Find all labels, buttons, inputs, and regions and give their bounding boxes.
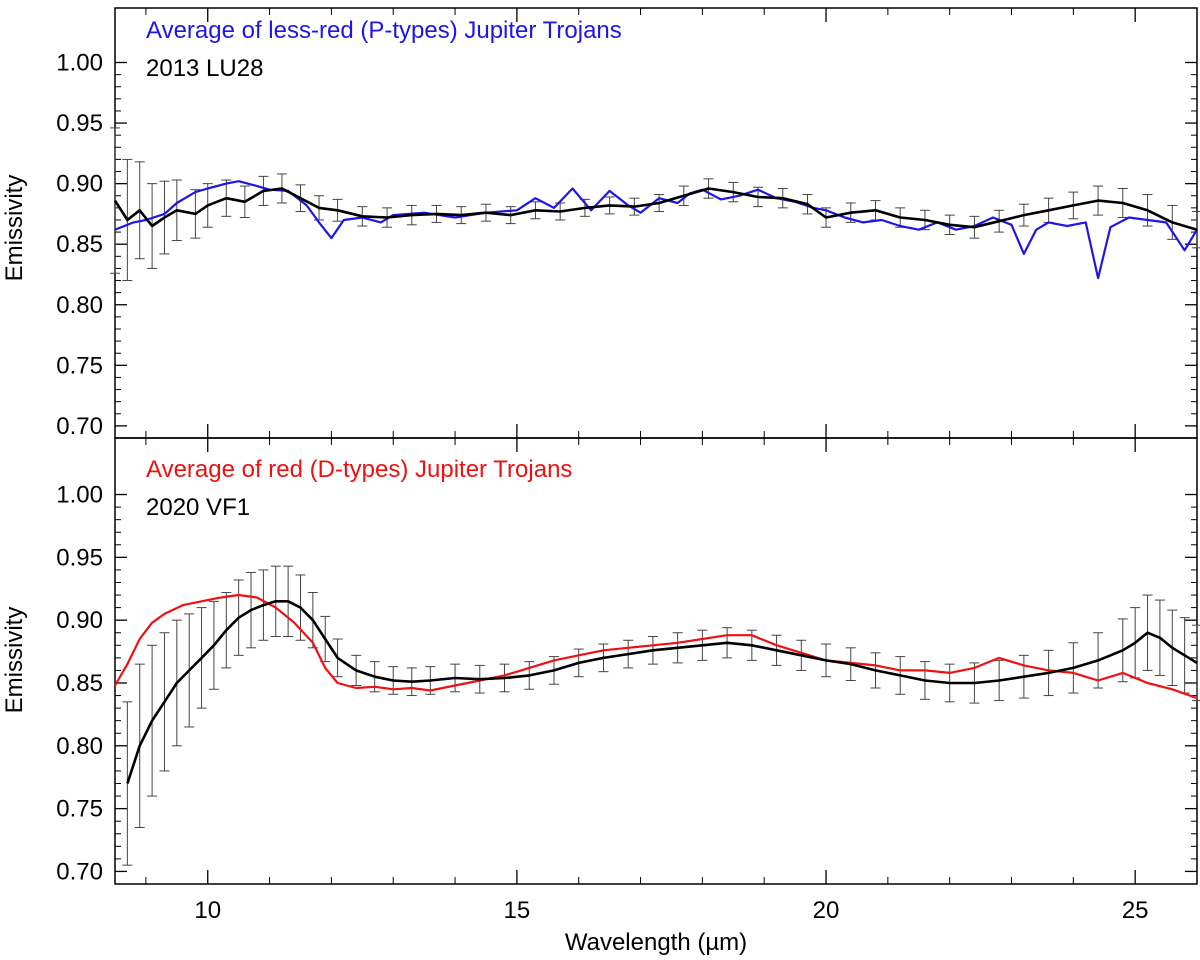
panel-top-legend-blue: Average of less-red (P-types) Jupiter Tr… [146,17,622,44]
panel-top-legend-target: 2013 LU28 [146,55,263,82]
panel-top-x-axis [145,8,1198,438]
y-tick-label: 0.80 [56,733,103,760]
y-tick-label: 0.70 [56,858,103,885]
panel-top-ylabel: Emissivity [1,175,28,282]
series-target-spectrum-line [113,187,1198,231]
panel-bottom-x-axis: 10 15 20 25 [145,438,1198,924]
panel-bottom-errorbars [122,565,1200,866]
panel-bottom-legend-target: 2020 VF1 [146,494,250,521]
y-tick-label: 1.00 [56,482,103,509]
y-tick-label: 0.85 [56,670,103,697]
series-d-type-average-line [114,593,1198,700]
panel-bottom: Emissivity Average of red (D-types) Jupi… [1,437,1200,924]
y-tick-label: 0.85 [56,231,103,258]
panel-bottom-frame [114,437,1198,885]
panel-top: Emissivity Average of less-red (P-types)… [1,7,1200,440]
y-tick-label: 0.70 [56,413,103,440]
panel-bottom-ylabel: Emissivity [1,607,28,714]
panel-bottom-y-axis: 0.70 0.75 0.80 0.85 0.90 0.95 1.00 [56,482,1197,885]
y-tick-label: 0.75 [56,796,103,823]
x-tick-label: 20 [813,897,840,924]
series-p-type-average-line [114,180,1198,280]
y-tick-label: 0.75 [56,352,103,379]
y-tick-label: 0.90 [56,607,103,634]
panel-top-frame [114,7,1198,439]
x-tick-label: 15 [504,897,531,924]
panel-top-series [113,180,1198,280]
x-tick-label: 10 [194,897,221,924]
y-tick-label: 1.00 [56,50,103,77]
y-tick-label: 0.95 [56,544,103,571]
panel-bottom-series [114,593,1198,784]
series-target-spectrum-line [126,599,1198,784]
panel-top-y-axis: 0.70 0.75 0.80 0.85 0.90 0.95 1.00 [56,50,1197,440]
x-tick-label: 25 [1122,897,1149,924]
panel-bottom-legend-red: Average of red (D-types) Jupiter Trojans [146,456,572,483]
y-tick-label: 0.90 [56,171,103,198]
x-axis-label: Wavelength (µm) [565,929,747,956]
y-tick-label: 0.80 [56,292,103,319]
y-tick-label: 0.95 [56,110,103,137]
